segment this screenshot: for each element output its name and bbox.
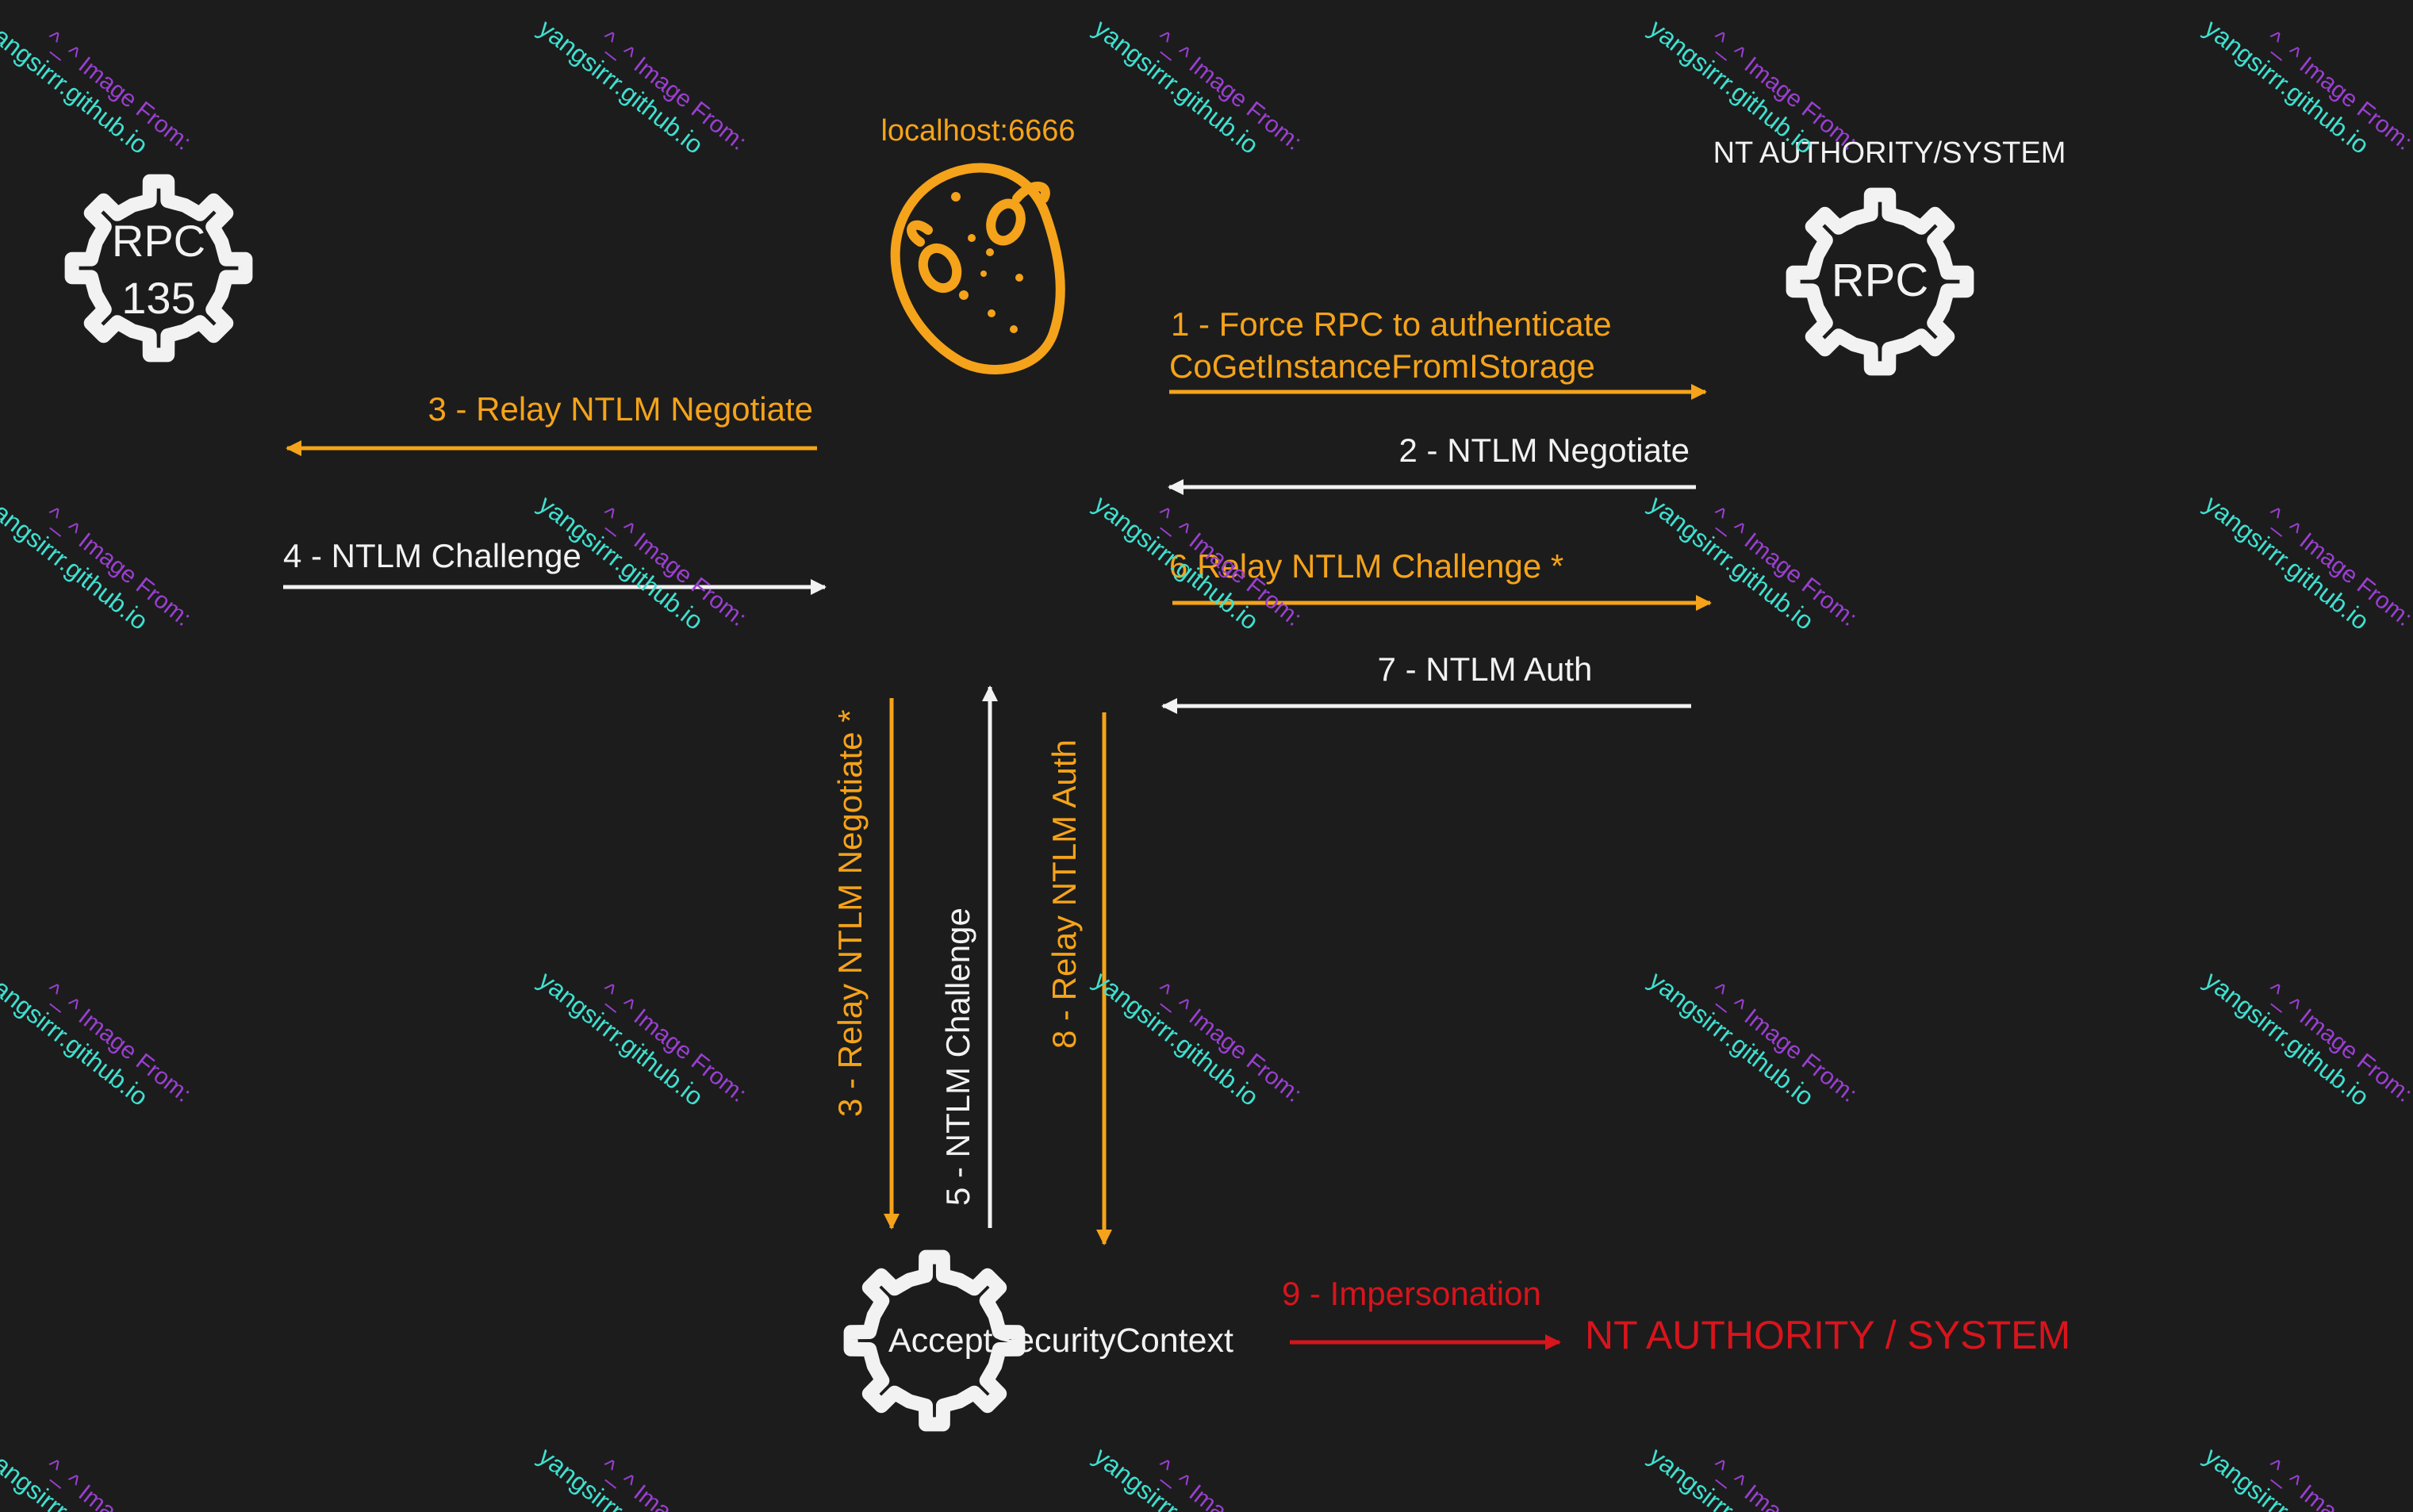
step-3-vertical: 3 - Relay NTLM Negotiate * bbox=[831, 698, 900, 1230]
watermark: ^_^ Image From:yangsirrr.github.io bbox=[2199, 489, 2413, 635]
step-9-label: 9 - Impersonation bbox=[1282, 1275, 1541, 1312]
step-6-label: 6 Relay NTLM Challenge * bbox=[1169, 547, 1563, 585]
potato-node: localhost:6666 bbox=[880, 114, 1076, 374]
step-7-label: 7 - NTLM Auth bbox=[1378, 650, 1593, 688]
step-3-label: 3 - Relay NTLM Negotiate bbox=[428, 390, 813, 428]
accept-security-context-node: AcceptSecurityContext bbox=[843, 1249, 1233, 1432]
step-1-label-line2: CoGetInstanceFromIStorage bbox=[1169, 347, 1595, 385]
gear-icon bbox=[1786, 187, 1974, 376]
rpc-system-title: NT AUTHORITY/SYSTEM bbox=[1713, 136, 2066, 170]
gear-icon bbox=[64, 174, 253, 363]
watermark: ^_^ Image From:yangsirrr.github.io bbox=[1644, 965, 1862, 1111]
step-1-force-auth: 1 - Force RPC to authenticate CoGetInsta… bbox=[1169, 305, 1707, 400]
step-2-label: 2 - NTLM Negotiate bbox=[1399, 432, 1690, 469]
accept-security-context-label: AcceptSecurityContext bbox=[888, 1322, 1233, 1360]
potato-speckles bbox=[951, 192, 1023, 333]
step-8-vertical: 8 - Relay NTLM Auth bbox=[1045, 712, 1112, 1245]
step-2-ntlm-negotiate: 2 - NTLM Negotiate bbox=[1168, 432, 1696, 495]
step-5-vertical: 5 - NTLM Challenge bbox=[939, 685, 998, 1228]
watermark: ^_^ Image From:yangsirrr.github.io bbox=[0, 965, 196, 1111]
watermark: ^_^ Image From:yangsirrr.github.io bbox=[1088, 13, 1306, 159]
rpc-system-label: RPC bbox=[1832, 255, 1928, 306]
step-7-ntlm-auth: 7 - NTLM Auth bbox=[1161, 650, 1691, 714]
potato-icon bbox=[890, 163, 1065, 374]
watermark: ^_^ Image From:yangsirrr.github.io bbox=[0, 489, 196, 635]
watermark: ^_^ Image From:yangsirrr.github.io bbox=[1644, 1441, 1862, 1512]
watermark: ^_^ Image From:yangsirrr.github.io bbox=[1088, 965, 1306, 1111]
step-4-ntlm-challenge: 4 - NTLM Challenge bbox=[283, 537, 827, 595]
gear-icon bbox=[843, 1249, 1026, 1432]
step-9-impersonation: 9 - Impersonation NT AUTHORITY / SYSTEM bbox=[1282, 1275, 2070, 1357]
rpc-135-node: RPC 135 bbox=[64, 174, 253, 363]
step-3-relay-negotiate: 3 - Relay NTLM Negotiate bbox=[286, 390, 817, 456]
rpc-135-label-rpc: RPC bbox=[112, 216, 205, 266]
watermark: ^_^ Image From:yangsirrr.github.io bbox=[533, 965, 751, 1111]
result-label: NT AUTHORITY / SYSTEM bbox=[1585, 1313, 2070, 1357]
watermark: ^_^ Image From:yangsirrr.github.io bbox=[2199, 965, 2413, 1111]
step-5-vertical-label: 5 - NTLM Challenge bbox=[939, 908, 976, 1206]
step-6-relay-challenge: 6 Relay NTLM Challenge * bbox=[1169, 547, 1712, 611]
watermark: ^_^ Image From:yangsirrr.github.io bbox=[533, 13, 751, 159]
step-4-label: 4 - NTLM Challenge bbox=[283, 537, 581, 574]
watermark: ^_^ Image From:yangsirrr.github.io bbox=[0, 13, 196, 159]
watermark: ^_^ Image From:yangsirrr.github.io bbox=[0, 1441, 196, 1512]
watermark: ^_^ Image From:yangsirrr.github.io bbox=[1088, 1441, 1306, 1512]
rpc-135-label-port: 135 bbox=[121, 273, 195, 323]
step-8-vertical-label: 8 - Relay NTLM Auth bbox=[1045, 739, 1083, 1049]
watermark: ^_^ Image From:yangsirrr.github.io bbox=[2199, 1441, 2413, 1512]
potato-label: localhost:6666 bbox=[880, 114, 1075, 148]
step-1-label-line1: 1 - Force RPC to authenticate bbox=[1171, 305, 1612, 343]
watermark: ^_^ Image From:yangsirrr.github.io bbox=[533, 1441, 751, 1512]
step-3-vertical-label: 3 - Relay NTLM Negotiate * bbox=[831, 709, 869, 1117]
watermark: ^_^ Image From:yangsirrr.github.io bbox=[1644, 489, 1862, 635]
watermark: ^_^ Image From:yangsirrr.github.io bbox=[2199, 13, 2413, 159]
rpc-system-node: NT AUTHORITY/SYSTEM RPC bbox=[1713, 136, 2066, 376]
